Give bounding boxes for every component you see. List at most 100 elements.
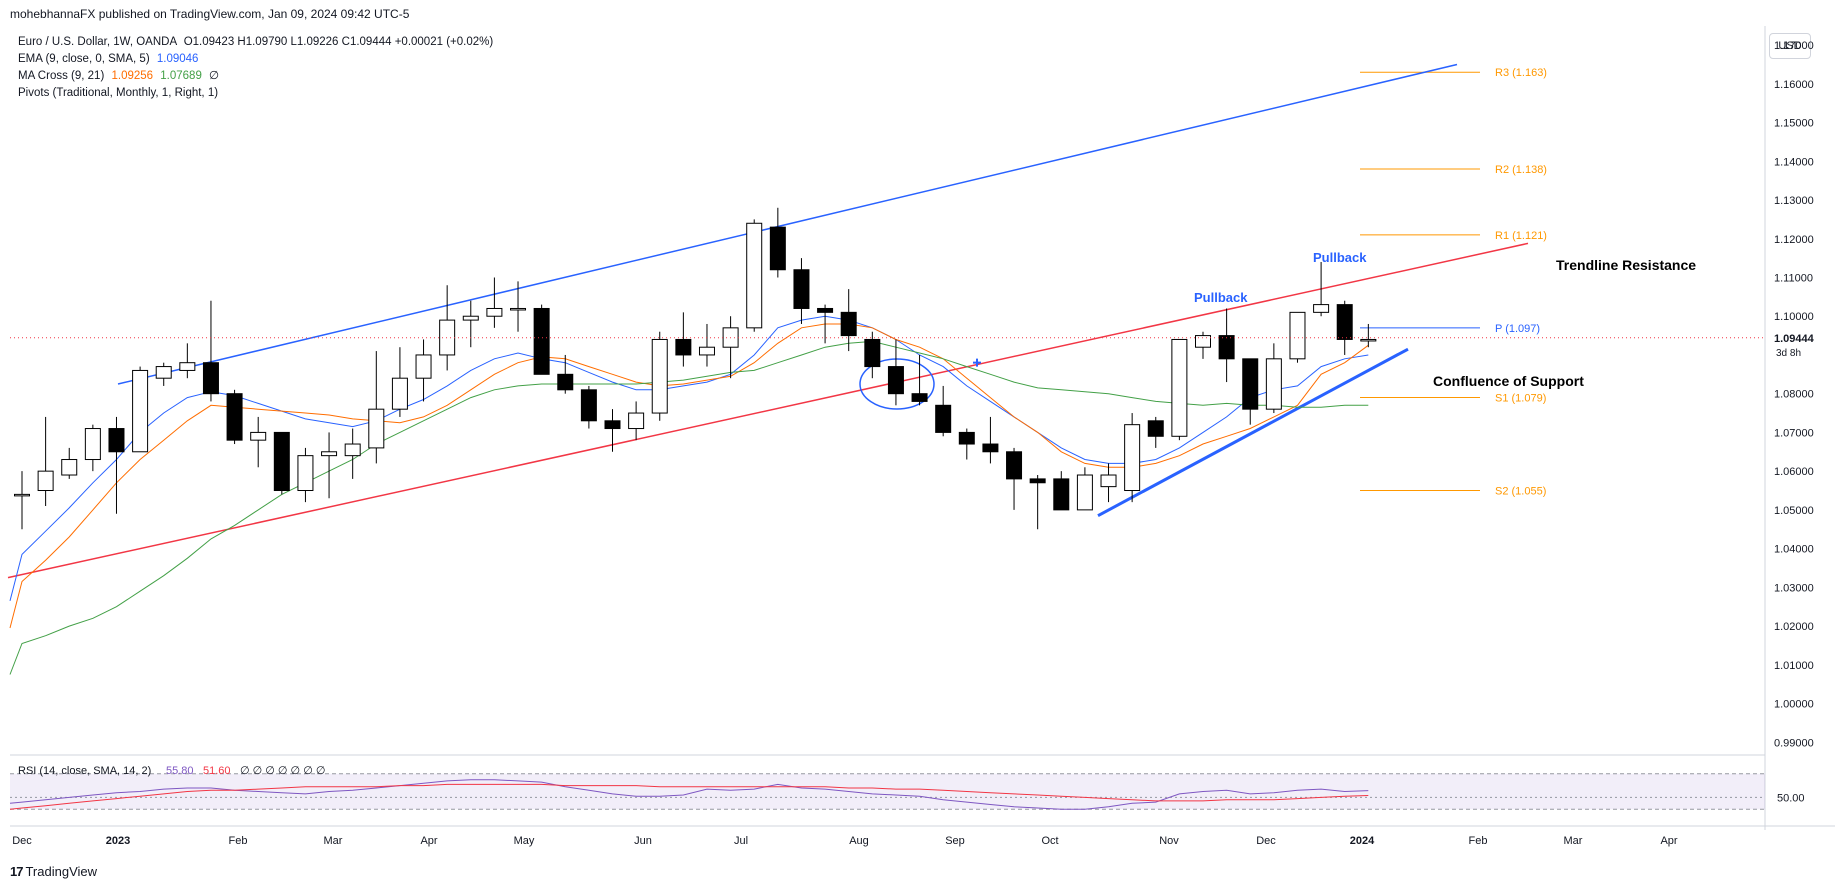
candle-body[interactable]: [61, 459, 78, 476]
candle-body[interactable]: [321, 451, 338, 457]
rsi-pane[interactable]: RSI (14, close, SMA, 14, 2) 55.80 51.60 ∅ ∅…: [9, 765, 1805, 810]
candle-body[interactable]: [84, 428, 101, 461]
candle-body[interactable]: [1336, 304, 1353, 340]
candle-body[interactable]: [1006, 451, 1023, 480]
price-axis[interactable]: 1.17000 1.16000 1.15000 1.14000 1.13000 1.120…: [10, 40, 1815, 749]
candle-body[interactable]: [1265, 358, 1282, 410]
candle-body[interactable]: [1171, 338, 1188, 437]
candle-body[interactable]: [651, 338, 668, 414]
candle-body[interactable]: [604, 420, 621, 430]
candle-body[interactable]: [462, 315, 479, 321]
support-trendline[interactable]: [1097, 347, 1409, 518]
currency-button[interactable]: USD: [1769, 33, 1811, 59]
candle-body[interactable]: [628, 412, 645, 430]
confluence-support-label: Confluence of Support: [1433, 373, 1584, 389]
candle-body[interactable]: [887, 366, 904, 395]
y-tick-label: 1.08000: [1774, 389, 1814, 401]
pivots-row[interactable]: Pivots (Traditional, Monthly, 1, Right, …: [18, 85, 493, 102]
candle-body[interactable]: [132, 369, 149, 453]
candle-body[interactable]: [580, 389, 597, 422]
pivot-label: S2 (1.055): [1495, 486, 1546, 498]
ema-row[interactable]: EMA (9, close, 0, SMA, 5) 1.09046: [18, 51, 493, 68]
candle-body[interactable]: [273, 431, 290, 492]
macross-row[interactable]: MA Cross (9, 21) 1.09256 1.07689 ∅: [18, 68, 493, 85]
candle-body[interactable]: [250, 431, 267, 441]
candle-body[interactable]: [510, 307, 527, 311]
tradingview-logo[interactable]: 17 TradingView: [10, 864, 97, 879]
candle-body[interactable]: [415, 354, 432, 379]
candle-body[interactable]: [1242, 358, 1259, 410]
rsi-level-label: 50.00: [1777, 792, 1805, 804]
pivot-label: R2 (1.138): [1495, 164, 1547, 176]
candle-body[interactable]: [1195, 335, 1211, 348]
y-tick-label: 1.15000: [1774, 118, 1814, 130]
candle-body[interactable]: [368, 408, 385, 449]
candle-body[interactable]: [439, 319, 456, 356]
pullback-label-1: Pullback: [1313, 250, 1367, 265]
x-tick-label: May: [514, 835, 535, 847]
x-tick-label: Dec: [12, 835, 32, 847]
candle-body[interactable]: [486, 307, 503, 317]
pivot-label: R3 (1.163): [1495, 67, 1547, 79]
candle-body[interactable]: [746, 222, 763, 329]
x-tick-label: Feb: [229, 835, 248, 847]
candle-body[interactable]: [1076, 474, 1093, 511]
symbol-name: Euro / U.S. Dollar, 1W, OANDA: [18, 36, 177, 48]
candle-body[interactable]: [179, 362, 196, 371]
ema-label: EMA (9, close, 0, SMA, 5): [18, 53, 150, 65]
candle-body[interactable]: [864, 338, 881, 368]
candle-body[interactable]: [698, 346, 715, 356]
candle-body[interactable]: [1289, 311, 1306, 360]
pivot-label: R1 (1.121): [1495, 230, 1547, 242]
rsi-extra-values: ∅ ∅ ∅ ∅ ∅ ∅ ∅: [240, 765, 325, 777]
candle-body[interactable]: [14, 493, 30, 497]
candle-body[interactable]: [935, 404, 952, 433]
time-axis[interactable]: Dec 2023 Feb Mar Apr May Jun Jul Aug Sep Oct Nov Dec…: [12, 835, 1678, 847]
candle-body[interactable]: [1053, 478, 1070, 511]
candle-body[interactable]: [202, 362, 219, 395]
rsi-line: [9, 779, 1369, 810]
candle-body[interactable]: [840, 311, 857, 337]
candlesticks[interactable]: [14, 207, 1377, 530]
candle-body[interactable]: [391, 377, 408, 410]
published-header: mohebhannaFX published on TradingView.co…: [10, 7, 410, 21]
x-tick-label: 2024: [1350, 835, 1375, 847]
crosshair-marker: [973, 358, 981, 367]
x-tick-label: Jul: [734, 835, 748, 847]
candle-body[interactable]: [958, 431, 975, 445]
candle-body[interactable]: [344, 443, 361, 457]
candle-body[interactable]: [37, 470, 54, 492]
candle-body[interactable]: [982, 443, 999, 453]
upper-channel-line[interactable]: [117, 63, 1458, 385]
candle-body[interactable]: [1100, 474, 1117, 488]
chart-grid: [10, 26, 1835, 830]
candle-body[interactable]: [1029, 478, 1046, 484]
symbol-row[interactable]: Euro / U.S. Dollar, 1W, OANDA O1.09423 H…: [18, 34, 493, 51]
trendline-resistance-line[interactable]: [7, 242, 1529, 579]
candle-body[interactable]: [297, 455, 314, 492]
candle-body[interactable]: [911, 393, 928, 402]
macross-slow-value: 1.07689: [160, 70, 202, 82]
candle-body[interactable]: [1124, 424, 1141, 492]
candle-body[interactable]: [1218, 335, 1235, 360]
candle-body[interactable]: [226, 393, 243, 441]
pivot-label: S1 (1.079): [1495, 393, 1546, 405]
candle-body[interactable]: [155, 366, 172, 379]
candle-body[interactable]: [769, 226, 786, 271]
x-tick-label: Apr: [1660, 835, 1677, 847]
candle-body[interactable]: [1313, 304, 1330, 313]
pullback-label-2: Pullback: [1194, 290, 1248, 305]
candle-body[interactable]: [817, 307, 834, 313]
candle-body[interactable]: [557, 373, 574, 391]
candle-body[interactable]: [108, 428, 125, 453]
candle-body[interactable]: [533, 307, 550, 375]
candle-body[interactable]: [1360, 338, 1377, 342]
pivot-label: P (1.097): [1495, 323, 1540, 335]
candle-body[interactable]: [675, 338, 692, 356]
highlight-circle[interactable]: [859, 358, 935, 410]
candle-body[interactable]: [1147, 420, 1164, 437]
y-tick-label: 1.04000: [1774, 544, 1814, 556]
trendline-drawings[interactable]: [7, 63, 1529, 579]
candle-body[interactable]: [793, 269, 810, 309]
